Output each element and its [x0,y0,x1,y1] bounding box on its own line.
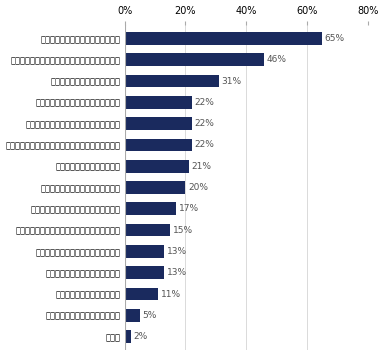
Text: 13%: 13% [167,268,187,277]
Text: 46%: 46% [267,55,287,64]
Bar [125,181,185,194]
Text: 15%: 15% [173,226,193,235]
Bar [125,160,189,173]
Text: 20%: 20% [188,183,208,192]
Bar [125,96,192,109]
Bar [125,75,219,88]
Text: 11%: 11% [161,289,181,298]
Bar [125,203,176,215]
Text: 22%: 22% [194,98,214,107]
Bar [125,138,192,151]
Text: 17%: 17% [179,204,199,213]
Text: 13%: 13% [167,247,187,256]
Bar [125,32,322,45]
Text: 31%: 31% [221,77,242,85]
Bar [125,245,164,258]
Bar [125,288,158,300]
Text: 5%: 5% [142,311,157,320]
Text: 21%: 21% [191,162,211,171]
Bar [125,309,140,322]
Bar [125,224,170,236]
Text: 22%: 22% [194,119,214,128]
Text: 2%: 2% [133,332,147,341]
Bar [125,53,265,66]
Text: 65%: 65% [324,34,345,43]
Bar [125,266,164,279]
Bar [125,330,131,343]
Text: 22%: 22% [194,140,214,150]
Bar [125,117,192,130]
